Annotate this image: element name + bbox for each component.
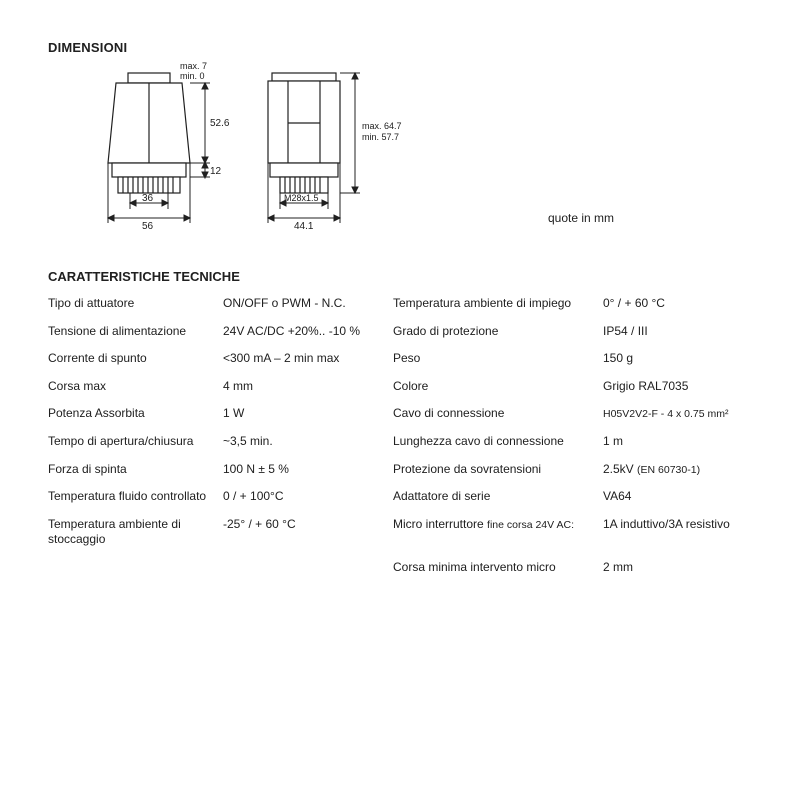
dim-top-max: max. 7 — [180, 61, 207, 71]
spec-label: Temperatura fluido controllato — [48, 483, 223, 511]
dimension-diagram: max. 7 min. 0 52.6 — [48, 61, 760, 261]
dim-max647: max. 64.7 — [362, 121, 402, 131]
dim-441: 44.1 — [294, 221, 314, 232]
dim-36: 36 — [142, 193, 154, 204]
note-quote-units: quote in mm — [548, 211, 614, 225]
spec-label: Protezione da sovratensioni — [393, 456, 603, 484]
heading-caratteristiche: CARATTERISTICHE TECNICHE — [48, 269, 760, 284]
spec-value: -25° / + 60 °C — [223, 511, 393, 554]
spec-label: Grado di protezione — [393, 318, 603, 346]
dim-52-6: 52.6 — [210, 118, 230, 129]
spec-value: 150 g — [603, 345, 753, 373]
spec-label: Potenza Assorbita — [48, 400, 223, 428]
spec-value: ON/OFF o PWM - N.C. — [223, 290, 393, 318]
spec-value: <300 mA – 2 min max — [223, 345, 393, 373]
dim-min577: min. 57.7 — [362, 132, 399, 142]
dim-top-min: min. 0 — [180, 71, 205, 81]
spec-value: 1A induttivo/3A resistivo — [603, 511, 753, 554]
spec-label: Corsa max — [48, 373, 223, 401]
spec-label: Lunghezza cavo di connessione — [393, 428, 603, 456]
spec-value: ~3,5 min. — [223, 428, 393, 456]
spec-value: 100 N ± 5 % — [223, 456, 393, 484]
spec-value: 1 W — [223, 400, 393, 428]
dim-12: 12 — [210, 166, 222, 177]
spec-label: Temperatura ambiente di impiego — [393, 290, 603, 318]
spec-value: 2 mm — [603, 554, 753, 582]
spec-value: 24V AC/DC +20%.. -10 % — [223, 318, 393, 346]
spec-label: Tensione di alimentazione — [48, 318, 223, 346]
specs-table: Tipo di attuatoreON/OFF o PWM - N.C.Temp… — [48, 290, 760, 582]
spec-value: 2.5kV (EN 60730-1) — [603, 456, 753, 484]
heading-dimensioni: DIMENSIONI — [48, 40, 760, 55]
dim-thread: M28x1.5 — [284, 193, 319, 203]
spec-label: Adattatore di serie — [393, 483, 603, 511]
spec-value: VA64 — [603, 483, 753, 511]
spec-label — [48, 554, 223, 582]
spec-label: Corsa minima intervento micro — [393, 554, 603, 582]
dim-56: 56 — [142, 221, 154, 232]
spec-label: Temperatura ambiente di stoccaggio — [48, 511, 223, 554]
spec-label: Colore — [393, 373, 603, 401]
spec-value: 0 / + 100°C — [223, 483, 393, 511]
spec-label: Tipo di attuatore — [48, 290, 223, 318]
spec-label: Forza di spinta — [48, 456, 223, 484]
spec-value: Grigio RAL7035 — [603, 373, 753, 401]
spec-value: 4 mm — [223, 373, 393, 401]
spec-value: H05V2V2-F - 4 x 0.75 mm² — [603, 400, 753, 428]
spec-label: Micro interruttore fine corsa 24V AC: — [393, 511, 603, 554]
spec-value: 0° / + 60 °C — [603, 290, 753, 318]
spec-value: 1 m — [603, 428, 753, 456]
spec-label: Tempo di apertura/chiusura — [48, 428, 223, 456]
spec-value — [223, 554, 393, 582]
spec-label: Corrente di spunto — [48, 345, 223, 373]
spec-label: Cavo di connessione — [393, 400, 603, 428]
spec-label: Peso — [393, 345, 603, 373]
spec-value: IP54 / III — [603, 318, 753, 346]
